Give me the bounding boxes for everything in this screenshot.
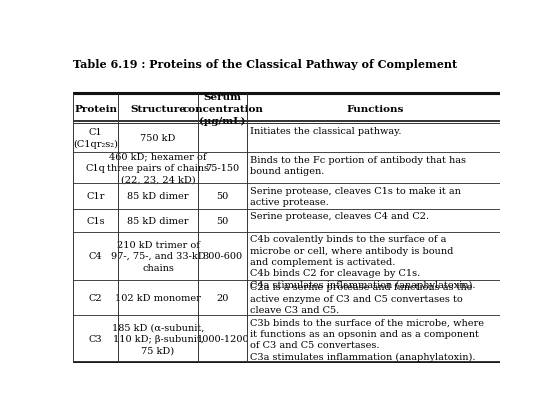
Text: 750 kD: 750 kD <box>140 134 176 143</box>
Text: C4: C4 <box>89 252 102 261</box>
Text: 85 kD dimer: 85 kD dimer <box>127 192 189 201</box>
Text: Binds to the Fc portion of antibody that has
bound antigen.: Binds to the Fc portion of antibody that… <box>250 155 466 176</box>
Text: 102 kD monomer: 102 kD monomer <box>115 293 201 302</box>
Text: Serine protease, cleaves C1s to make it an
active protease.: Serine protease, cleaves C1s to make it … <box>250 186 461 207</box>
Text: C2: C2 <box>89 293 102 302</box>
Text: C3b binds to the surface of the microbe, where
it functions as an opsonin and as: C3b binds to the surface of the microbe,… <box>250 318 484 361</box>
Text: C4b covalently binds to the surface of a
microbe or cell, where antibody is boun: C4b covalently binds to the surface of a… <box>250 235 476 290</box>
Text: 185 kD (α-subunit,
110 kD; β-subunit,
75 kD): 185 kD (α-subunit, 110 kD; β-subunit, 75… <box>112 323 204 355</box>
Text: 75-150: 75-150 <box>206 164 240 173</box>
Text: 300-600: 300-600 <box>202 252 243 261</box>
Text: 85 kD dimer: 85 kD dimer <box>127 216 189 225</box>
Text: 50: 50 <box>216 192 229 201</box>
Text: 460 kD; hexamer of
three pairs of chains
(22, 23, 24 kD): 460 kD; hexamer of three pairs of chains… <box>107 153 209 184</box>
Text: Serum
concentration
(µg/mL): Serum concentration (µg/mL) <box>182 93 263 125</box>
Text: 1000-1200: 1000-1200 <box>196 334 249 343</box>
Text: 50: 50 <box>216 216 229 225</box>
Text: C1r: C1r <box>86 192 105 201</box>
Text: Serine protease, cleaves C4 and C2.: Serine protease, cleaves C4 and C2. <box>250 212 430 221</box>
Text: Structure: Structure <box>130 105 186 114</box>
Text: Table 6.19 : Proteins of the Classical Pathway of Complement: Table 6.19 : Proteins of the Classical P… <box>73 58 457 70</box>
Text: Protein: Protein <box>74 105 117 114</box>
Text: C1
(C1qr₂s₂): C1 (C1qr₂s₂) <box>73 128 118 148</box>
Text: C2a is a serine protease and functions as the
active enzyme of C3 and C5 convert: C2a is a serine protease and functions a… <box>250 283 473 314</box>
Text: C3: C3 <box>89 334 102 343</box>
Text: C1q: C1q <box>86 164 106 173</box>
Text: 210 kD trimer of
97-, 75-, and 33-kD
chains: 210 kD trimer of 97-, 75-, and 33-kD cha… <box>111 240 205 272</box>
Text: 20: 20 <box>216 293 229 302</box>
Text: Initiates the classical pathway.: Initiates the classical pathway. <box>250 126 402 135</box>
Text: Functions: Functions <box>347 105 404 114</box>
Text: C1s: C1s <box>86 216 105 225</box>
